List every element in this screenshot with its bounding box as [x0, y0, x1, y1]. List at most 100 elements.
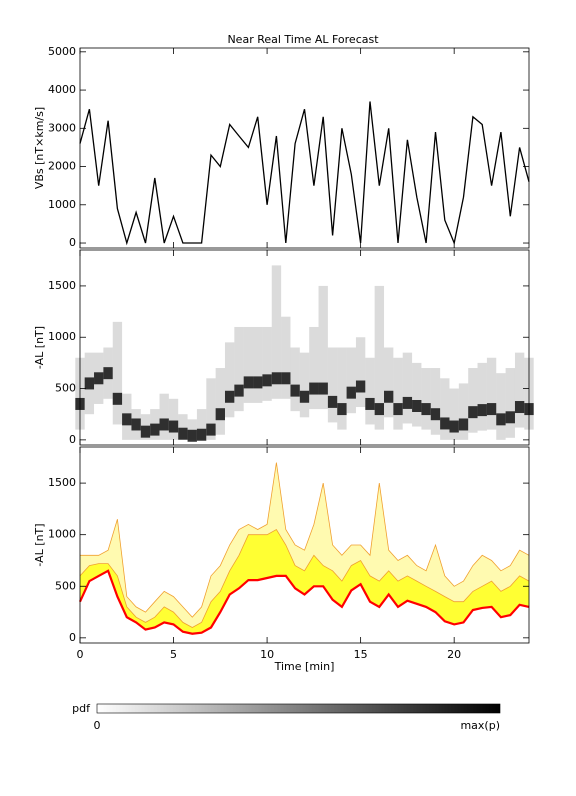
pdf-core [496, 413, 506, 426]
pdf-core [159, 418, 169, 431]
pdf-core [486, 403, 497, 416]
pdf-spread [384, 347, 394, 418]
pdf-spread [440, 378, 450, 440]
pdf-spread [402, 352, 413, 424]
pdf-core [318, 382, 328, 395]
y-tick-label: 0 [69, 236, 76, 249]
pdf-core [299, 390, 310, 403]
pdf-core [393, 403, 403, 416]
pdf-spread [514, 352, 525, 428]
pdf-spread [178, 414, 188, 440]
pdf-core [281, 372, 291, 385]
chart-title: Near Real Time AL Forecast [227, 33, 379, 46]
pdf-core [355, 380, 366, 393]
y-tick-label: 2000 [48, 160, 76, 173]
pdf-core [440, 417, 450, 430]
y-tick-label: 1000 [48, 528, 76, 541]
pdf-spread [374, 285, 385, 430]
plot-frame [79, 446, 530, 644]
pdf-core [327, 395, 338, 408]
colorbar [96, 703, 501, 714]
y-tick-label: 3000 [48, 121, 76, 134]
x-tick-label: 0 [77, 648, 84, 661]
y-tick-label: 500 [55, 579, 76, 592]
y-axis-label: -AL [nT] [33, 326, 46, 369]
pdf-spread [468, 368, 478, 433]
colorbar-max: max(p) [460, 719, 500, 732]
pdf-core [253, 376, 263, 389]
pdf-core [215, 408, 225, 421]
pdf-core [309, 382, 319, 395]
pdf-core [168, 420, 179, 433]
x-tick-label: 10 [260, 648, 274, 661]
y-tick-label: 1500 [48, 279, 76, 292]
pdf-core [243, 376, 254, 389]
y-tick-label: 500 [55, 382, 76, 395]
vbs-line [79, 101, 530, 246]
pdf-core [384, 390, 394, 403]
pdf-spread [159, 393, 169, 440]
y-tick-label: 0 [69, 433, 76, 446]
pdf-spread [224, 342, 235, 418]
y-axis-label: VBs [nT×km/s] [33, 107, 46, 189]
pdf-core [365, 397, 375, 410]
q-high-line [79, 528, 530, 628]
pdf-spread [299, 352, 310, 418]
x-tick-label: 15 [354, 648, 368, 661]
pdf-core [150, 423, 160, 436]
y-tick-label: 1000 [48, 330, 76, 343]
pdf-spread [421, 368, 431, 430]
pdf-spread [477, 362, 487, 431]
pdf-core [122, 413, 132, 426]
pdf-spread [505, 368, 515, 438]
pdf-core [234, 384, 244, 397]
x-axis-label: Time [min] [274, 660, 335, 673]
pdf-spread [262, 326, 272, 401]
y-axis-label: -AL [nT] [33, 523, 46, 566]
x-tick-label: 20 [447, 648, 461, 661]
pdf-spread [215, 368, 225, 435]
pdf-core [196, 428, 207, 441]
pdf-core [421, 403, 431, 416]
pdf-spread [281, 316, 291, 399]
pdf-spread [449, 388, 459, 440]
pdf-spread [112, 321, 123, 425]
pdf-core [402, 396, 413, 409]
pdf-core [412, 400, 422, 412]
pdf-spread [309, 326, 319, 410]
y-tick-label: 5000 [48, 45, 76, 58]
pdf-core [346, 386, 356, 399]
pdf-spread [271, 265, 282, 399]
y-tick-label: 1000 [48, 198, 76, 211]
colorbar-min: 0 [94, 719, 101, 732]
pdf-core [187, 429, 197, 442]
pdf-spread [486, 357, 497, 430]
pdf-core [112, 392, 123, 405]
pdf-core [262, 374, 272, 387]
pdf-spread [196, 409, 207, 440]
pdf-core [337, 403, 347, 416]
colorbar-label: pdf [72, 702, 91, 715]
pdf-core [514, 401, 525, 414]
y-tick-label: 0 [69, 631, 76, 644]
x-tick-label: 5 [170, 648, 177, 661]
pdf-core [505, 411, 515, 424]
pdf-spread [234, 326, 244, 412]
pdf-core [271, 372, 282, 385]
pdf-core [430, 408, 441, 421]
pdf-spread [327, 347, 338, 423]
pdf-spread [393, 357, 403, 430]
pdf-spread [355, 337, 366, 408]
pdf-core [103, 367, 113, 380]
pdf-core [131, 418, 141, 431]
pdf-core [477, 404, 487, 417]
plot-frame [79, 47, 530, 249]
pdf-spread [458, 383, 469, 440]
pdf-core [178, 427, 188, 440]
plot-frame [79, 249, 530, 446]
pdf-spread [430, 368, 441, 435]
pdf-core [290, 384, 300, 397]
pdf-core [94, 372, 104, 385]
pdf-spread [253, 326, 263, 403]
